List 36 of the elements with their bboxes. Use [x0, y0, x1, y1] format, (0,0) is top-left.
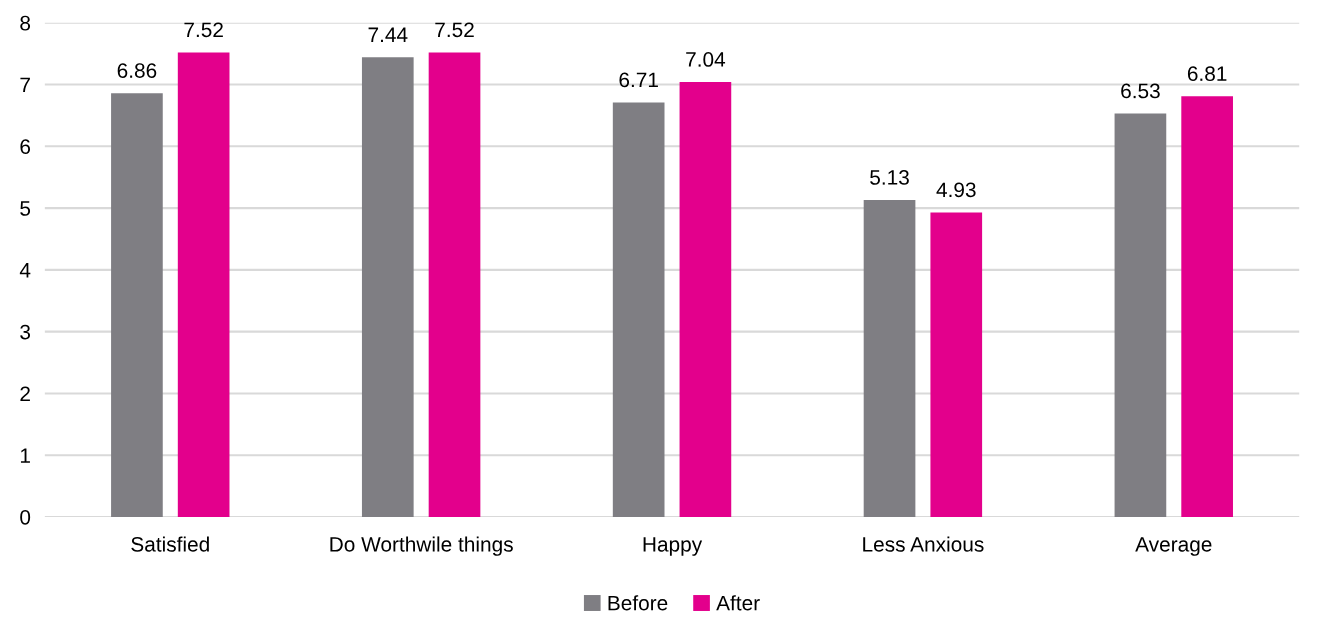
bar — [361, 57, 414, 517]
bar — [111, 93, 163, 517]
x-tick-label: Less Anxious — [863, 536, 984, 552]
y-tick-label: 1 — [20, 448, 30, 463]
legend-label: After — [716, 595, 760, 611]
legend-label: Before — [608, 595, 668, 611]
data-label: 6.71 — [619, 72, 658, 88]
y-tick-label: 0 — [20, 509, 31, 525]
data-label: 6.86 — [117, 63, 157, 78]
data-label: 6.81 — [1187, 66, 1227, 82]
bar — [612, 102, 665, 517]
data-label: 5.13 — [870, 170, 909, 185]
bar — [428, 52, 481, 517]
data-label: 7.52 — [184, 22, 223, 38]
bar — [1181, 96, 1233, 517]
data-label: 7.44 — [368, 27, 408, 42]
data-label: 7.52 — [435, 22, 474, 38]
x-tick-label: Do Worthwile things — [330, 536, 513, 556]
data-label: 6.53 — [1121, 83, 1160, 99]
y-tick-label: 6 — [20, 139, 31, 155]
bar — [1114, 113, 1167, 517]
x-tick-label: Average — [1135, 537, 1212, 556]
x-tick-label: Happy — [643, 537, 703, 556]
y-tick-label: 4 — [19, 263, 31, 278]
data-label: 4.93 — [936, 182, 976, 198]
y-tick-label: 7 — [20, 77, 30, 93]
y-tick-label: 3 — [20, 324, 31, 340]
bar — [863, 200, 916, 517]
bar — [177, 52, 230, 517]
y-tick-label: 5 — [20, 201, 31, 216]
y-tick-label: 2 — [20, 386, 30, 401]
bar — [930, 212, 983, 517]
bar — [679, 82, 732, 517]
y-tick-label: 8 — [20, 15, 31, 31]
data-label: 7.04 — [686, 52, 726, 67]
x-tick-label: Satisfied — [131, 536, 209, 552]
